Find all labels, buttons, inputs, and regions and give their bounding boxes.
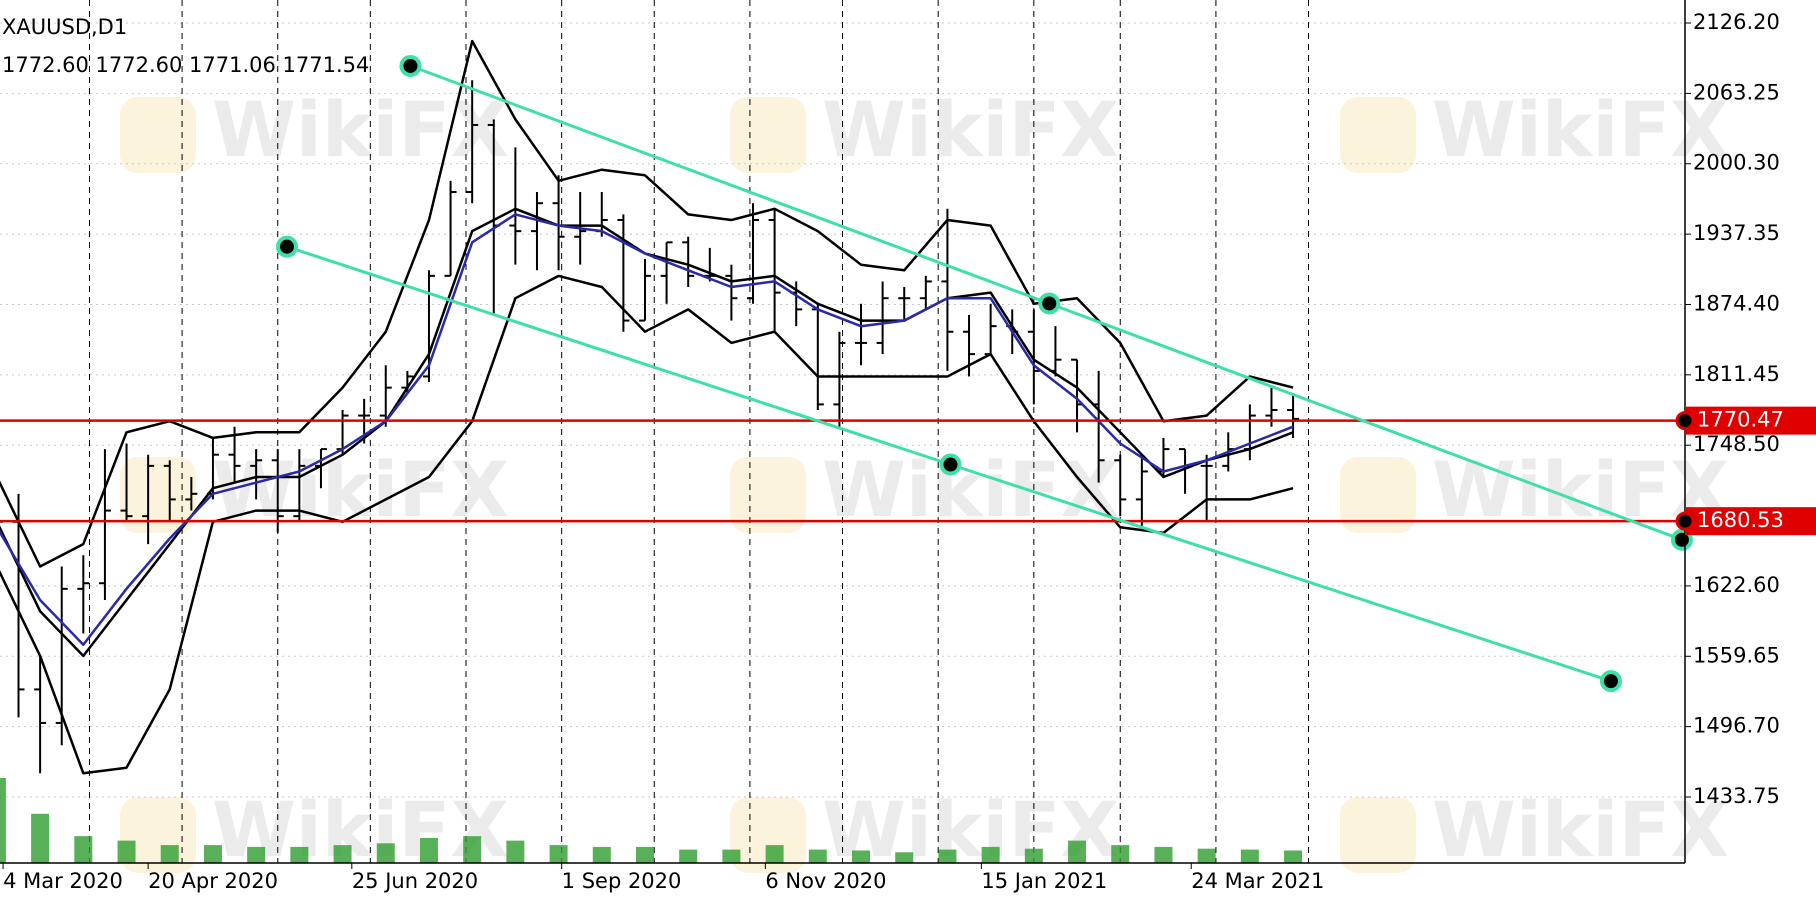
watermark-icon bbox=[120, 457, 196, 533]
volume-bar bbox=[376, 843, 395, 863]
watermark: WikiFX bbox=[212, 85, 509, 174]
volume-bar bbox=[635, 846, 654, 863]
level-label-box bbox=[1685, 507, 1816, 536]
volume-bar bbox=[1154, 846, 1173, 863]
watermark-icon bbox=[1340, 97, 1416, 173]
volume-bar bbox=[1024, 848, 1043, 863]
volume-bar bbox=[31, 813, 50, 863]
watermark-icon bbox=[730, 457, 806, 533]
y-tick-label: 2126.20 bbox=[1693, 10, 1780, 34]
x-tick-label: 4 Mar 2020 bbox=[3, 869, 123, 893]
watermark: WikiFX bbox=[822, 445, 1119, 534]
x-tick-label: 6 Nov 2020 bbox=[765, 869, 886, 893]
volume-bar bbox=[765, 845, 784, 863]
volume-bar bbox=[852, 850, 871, 863]
y-tick-label: 2063.25 bbox=[1693, 80, 1780, 104]
level-label: 1680.53 bbox=[1697, 508, 1784, 532]
volume-bar bbox=[1197, 848, 1216, 863]
y-tick-label: 1559.65 bbox=[1693, 643, 1780, 667]
watermark: WikiFX bbox=[822, 85, 1119, 174]
volume-bar bbox=[1240, 849, 1259, 863]
watermark-icon bbox=[730, 97, 806, 173]
watermark-icon bbox=[120, 97, 196, 173]
channel-anchor bbox=[939, 453, 962, 476]
x-tick-label: 1 Sep 2020 bbox=[562, 869, 682, 893]
y-tick-label: 1496.70 bbox=[1693, 714, 1780, 738]
channel-anchor bbox=[1038, 292, 1061, 315]
volume-bar bbox=[463, 836, 482, 863]
volume-bar bbox=[1068, 840, 1087, 863]
volume-bar bbox=[290, 846, 309, 863]
channel-anchor bbox=[1670, 528, 1693, 551]
channel-anchor bbox=[276, 235, 299, 258]
x-tick-label: 25 Jun 2020 bbox=[352, 869, 478, 893]
level-handle bbox=[1675, 411, 1695, 431]
y-tick-label: 1811.45 bbox=[1693, 362, 1780, 386]
y-tick-label: 1874.40 bbox=[1693, 291, 1780, 315]
volume-bar bbox=[74, 836, 93, 863]
y-tick-label: 1748.50 bbox=[1693, 432, 1780, 456]
volume-bar bbox=[160, 845, 179, 863]
y-tick-label: 1433.75 bbox=[1693, 784, 1780, 808]
y-tick-label: 1622.60 bbox=[1693, 573, 1780, 597]
volume-bar bbox=[247, 846, 266, 863]
y-tick-label: 1937.35 bbox=[1693, 221, 1780, 245]
grid bbox=[0, 0, 1691, 869]
volume-bar bbox=[1111, 845, 1130, 863]
indicator-line bbox=[0, 39, 1294, 568]
ohlc-info: 1772.60 1772.60 1771.06 1771.54 bbox=[2, 53, 369, 77]
x-tick-label: 20 Apr 2020 bbox=[148, 869, 278, 893]
volume-bar bbox=[333, 845, 352, 863]
channel-anchor bbox=[399, 54, 422, 77]
volume-bar bbox=[506, 840, 525, 863]
volume-bar bbox=[0, 778, 6, 863]
volume-bar bbox=[592, 846, 611, 863]
watermark-icon bbox=[1340, 797, 1416, 873]
volume-bar bbox=[722, 849, 741, 863]
watermark: WikiFX bbox=[1432, 785, 1729, 874]
volume-bar bbox=[938, 849, 957, 863]
volume-bar bbox=[981, 846, 1000, 863]
watermark: WikiFX bbox=[1432, 85, 1729, 174]
volume-bar bbox=[808, 849, 827, 863]
watermark-icon bbox=[730, 797, 806, 873]
volume-bar bbox=[549, 845, 568, 863]
volume-bar bbox=[117, 840, 136, 863]
level-handle bbox=[1675, 511, 1695, 531]
channel-anchor bbox=[1599, 670, 1622, 693]
level-label-box bbox=[1685, 406, 1816, 435]
chart-title: XAUUSD,D1 bbox=[2, 15, 127, 39]
y-tick-label: 2000.30 bbox=[1693, 151, 1780, 175]
volume-bar bbox=[895, 852, 914, 863]
volume-bar bbox=[203, 845, 222, 863]
level-label: 1770.47 bbox=[1697, 408, 1784, 432]
volume-bar bbox=[679, 849, 698, 863]
watermark-icon bbox=[1340, 457, 1416, 533]
overlay bbox=[0, 54, 1693, 693]
volume-bar bbox=[1284, 850, 1303, 863]
volume-bar bbox=[419, 837, 438, 863]
x-tick-label: 24 Mar 2021 bbox=[1191, 869, 1324, 893]
x-tick-label: 15 Jan 2021 bbox=[981, 869, 1107, 893]
indicator-line bbox=[0, 213, 1294, 646]
